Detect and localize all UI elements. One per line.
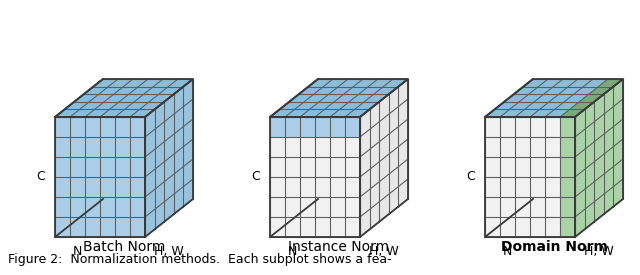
Polygon shape [575, 79, 623, 237]
Text: Instance Norm: Instance Norm [289, 240, 390, 254]
Polygon shape [485, 117, 575, 237]
Polygon shape [485, 79, 623, 117]
Text: C: C [467, 170, 475, 183]
Polygon shape [360, 79, 408, 237]
Polygon shape [270, 79, 408, 117]
Text: Domain Norm: Domain Norm [500, 240, 607, 254]
Polygon shape [270, 117, 360, 137]
Text: N: N [503, 245, 512, 258]
Text: Figure 2:  Normalization methods.  Each subplot shows a fea-: Figure 2: Normalization methods. Each su… [8, 254, 392, 266]
Text: C: C [252, 170, 260, 183]
Text: H, W: H, W [154, 245, 184, 258]
Text: Batch Norm: Batch Norm [83, 240, 165, 254]
Text: N: N [73, 245, 82, 258]
Polygon shape [575, 79, 623, 237]
Polygon shape [145, 79, 193, 237]
Text: H, W: H, W [584, 245, 614, 258]
Polygon shape [270, 79, 408, 117]
Polygon shape [270, 117, 360, 237]
Polygon shape [560, 79, 623, 117]
Text: N: N [288, 245, 297, 258]
Text: C: C [36, 170, 45, 183]
Polygon shape [560, 117, 575, 237]
Polygon shape [55, 117, 145, 237]
Text: H, W: H, W [369, 245, 399, 258]
Polygon shape [55, 79, 193, 117]
